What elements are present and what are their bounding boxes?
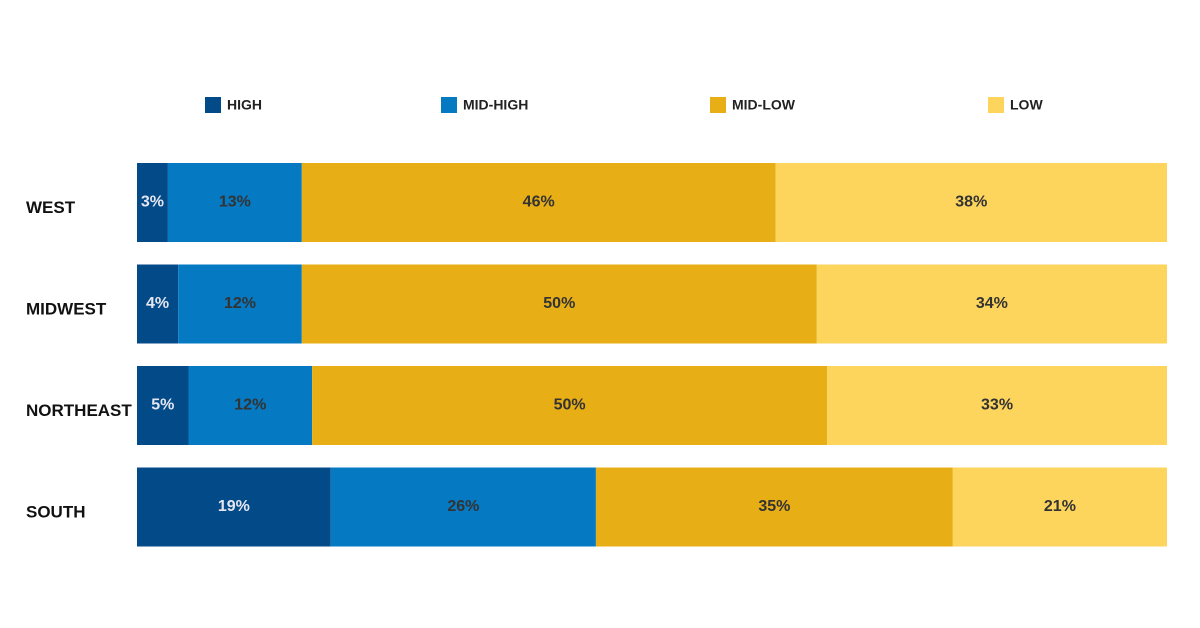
value-label: 5% — [151, 397, 174, 414]
value-label: 50% — [543, 295, 575, 312]
bar-segment — [188, 366, 313, 445]
value-label: 34% — [976, 295, 1008, 312]
value-label: 35% — [758, 498, 790, 515]
category-label: NORTHEAST — [26, 401, 132, 420]
bar-segment — [312, 366, 828, 445]
value-label: 33% — [981, 397, 1013, 414]
bar-segment — [301, 163, 776, 242]
legend-swatch — [988, 97, 1004, 113]
bar-segment — [952, 467, 1167, 547]
bar-segment — [167, 163, 302, 242]
bar-segment — [775, 163, 1167, 242]
value-label: 26% — [447, 498, 479, 515]
bar-segment — [137, 366, 189, 445]
value-label: 3% — [141, 194, 164, 211]
bar-segment — [301, 264, 817, 344]
bar-segment — [816, 264, 1167, 344]
value-label: 4% — [146, 295, 169, 312]
value-label: 46% — [523, 194, 555, 211]
value-label: 19% — [218, 498, 250, 515]
bar-segment — [137, 467, 331, 547]
legend-swatch — [441, 97, 457, 113]
bar-segment — [137, 264, 179, 344]
bar-segment — [827, 366, 1167, 445]
bar-segment — [178, 264, 302, 344]
legend-swatch — [710, 97, 726, 113]
legend-label: HIGH — [227, 97, 262, 113]
bar-segment — [137, 163, 168, 242]
category-label: MIDWEST — [26, 299, 107, 318]
category-label: SOUTH — [26, 502, 86, 521]
value-label: 12% — [224, 295, 256, 312]
bar-segment — [595, 467, 953, 547]
legend-label: LOW — [1010, 97, 1043, 113]
legend-swatch — [205, 97, 221, 113]
value-label: 50% — [554, 397, 586, 414]
value-label: 21% — [1044, 498, 1076, 515]
value-label: 38% — [955, 194, 987, 211]
value-label: 12% — [234, 397, 266, 414]
value-label: 13% — [219, 194, 251, 211]
legend-label: MID-HIGH — [463, 97, 528, 113]
bar-segment — [330, 467, 596, 547]
category-label: WEST — [26, 198, 76, 217]
legend-label: MID-LOW — [732, 97, 796, 113]
